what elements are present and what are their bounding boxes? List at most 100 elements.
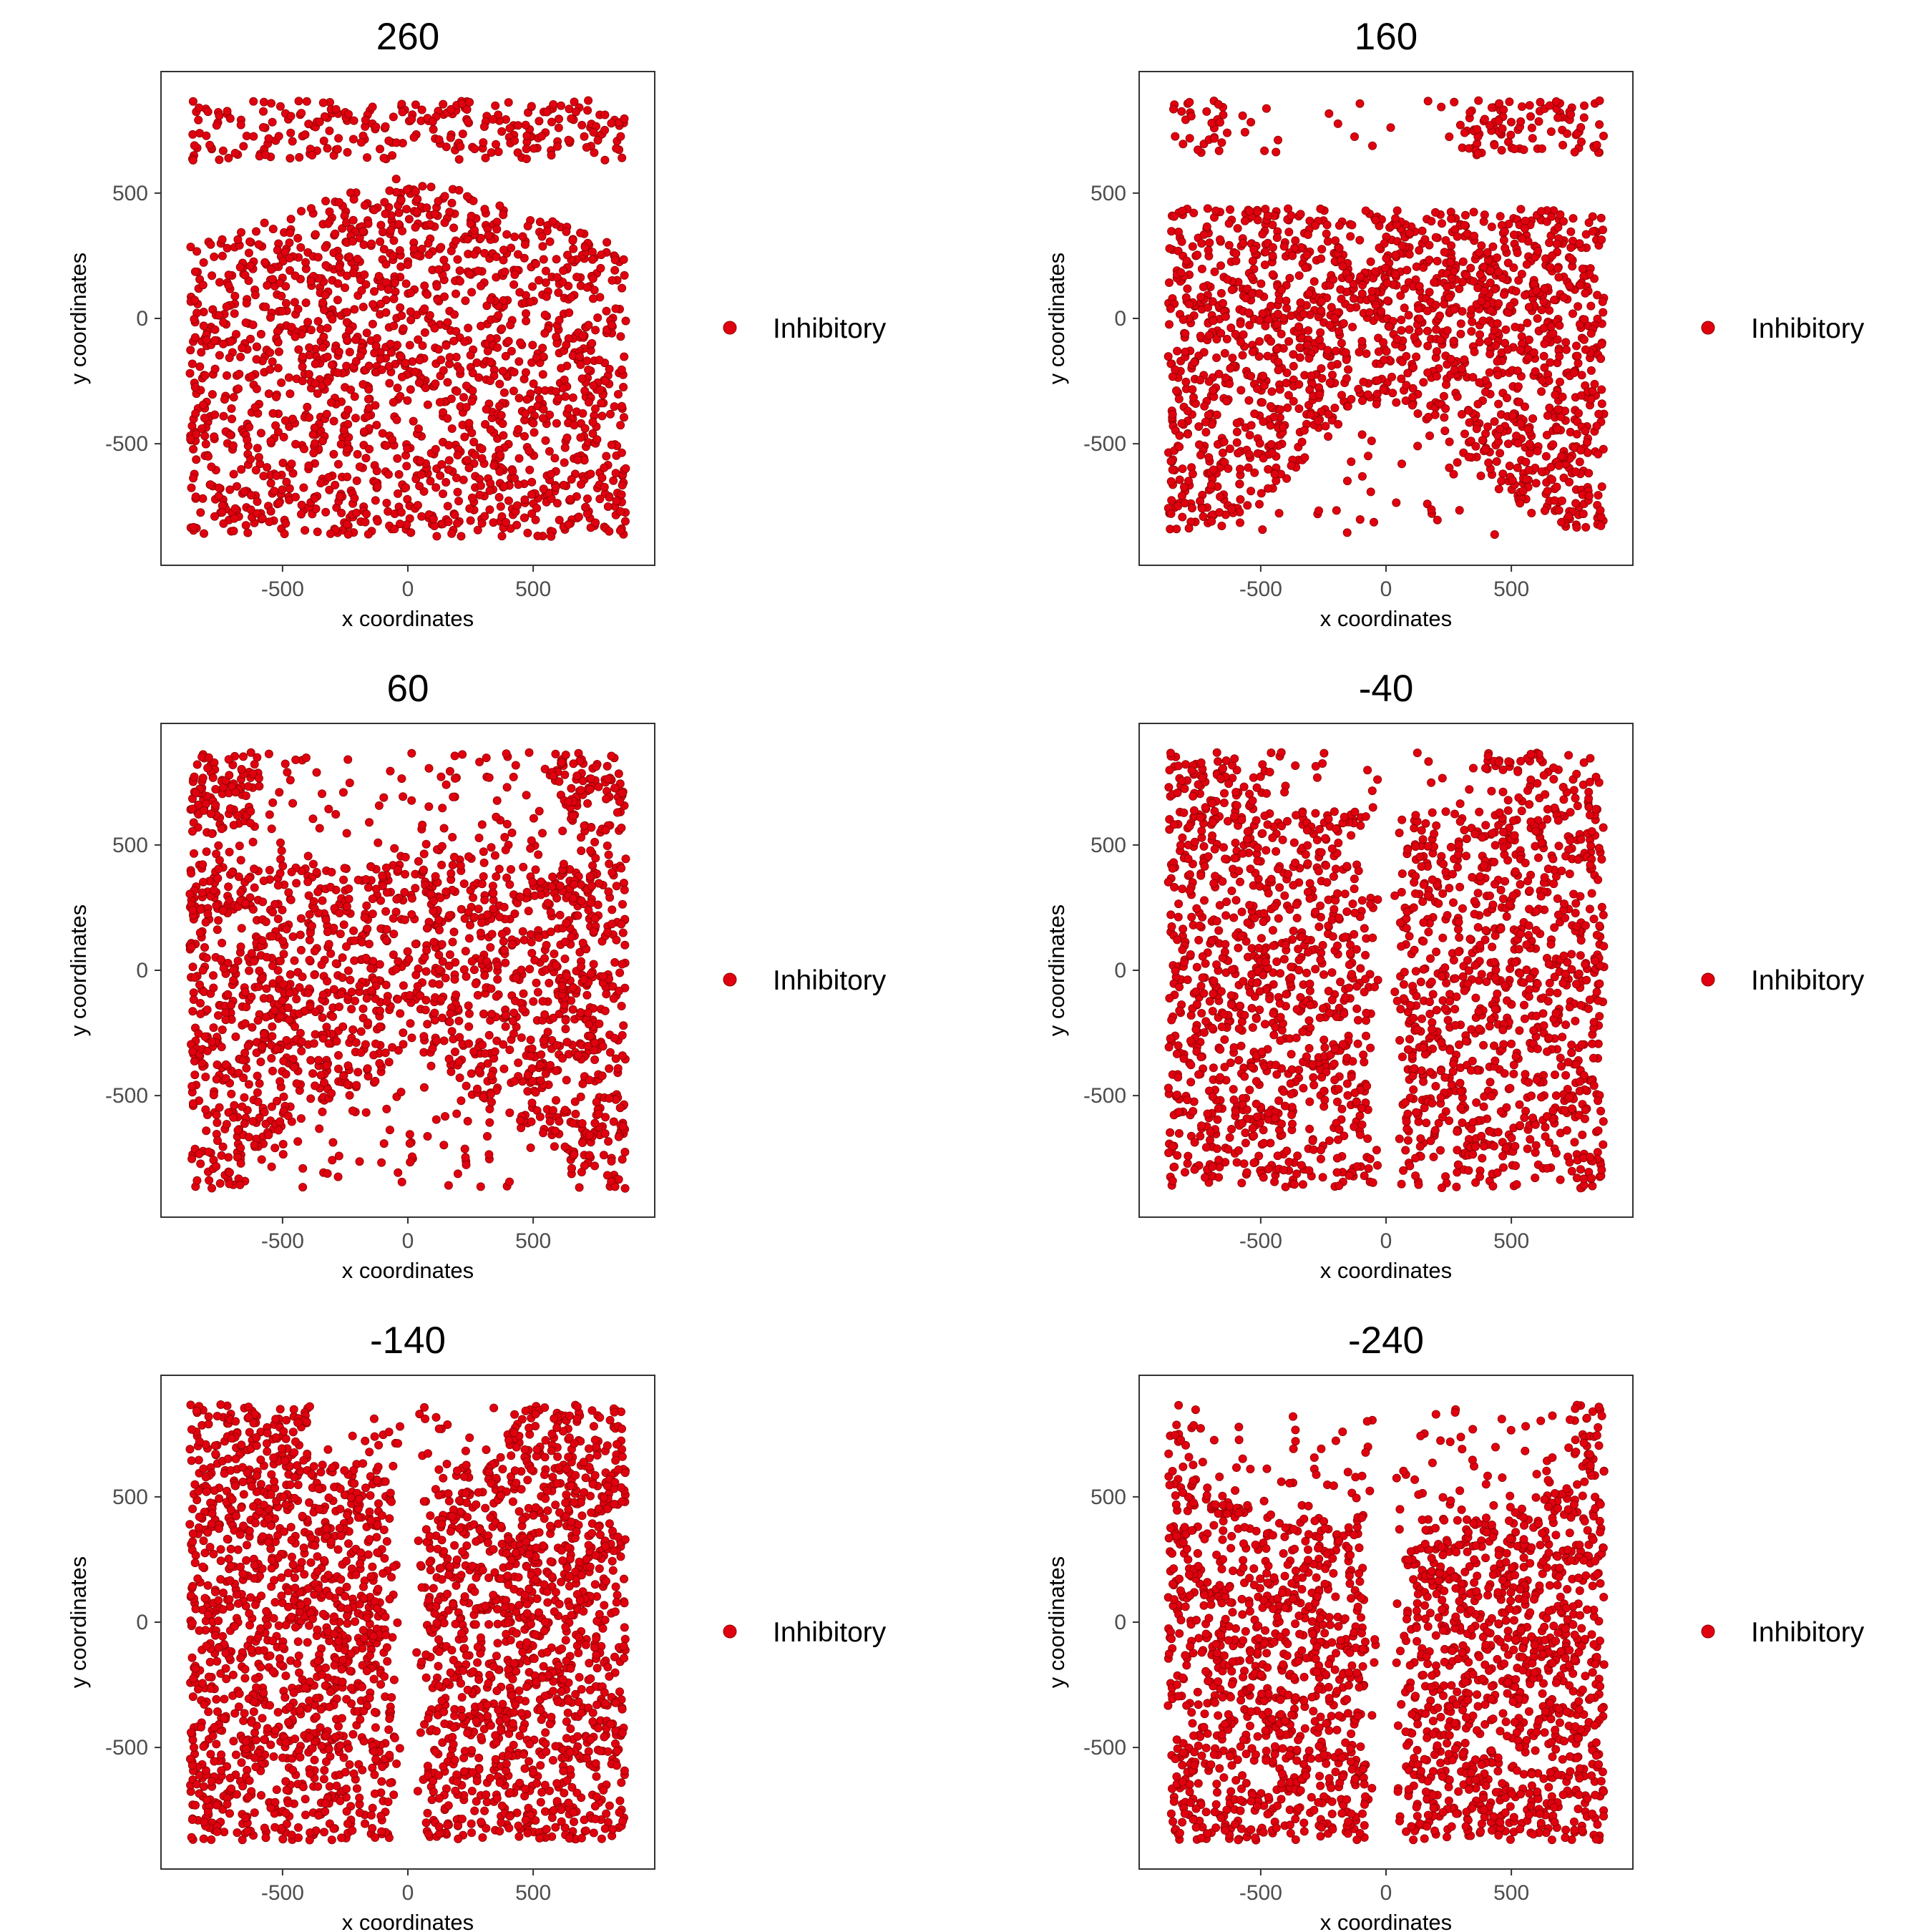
data-point: [1453, 392, 1462, 401]
data-point: [1442, 380, 1451, 389]
data-point: [1243, 501, 1252, 510]
data-point: [548, 217, 557, 226]
data-point: [1513, 439, 1523, 448]
data-point: [246, 454, 255, 464]
data-point: [552, 419, 561, 428]
data-point: [1499, 235, 1508, 245]
data-point: [535, 218, 545, 227]
data-point: [609, 476, 618, 485]
data-point: [189, 474, 198, 483]
data-point: [1248, 347, 1257, 356]
data-point: [514, 454, 524, 463]
data-point: [266, 436, 275, 446]
data-point: [1288, 251, 1297, 260]
x-tick-label: 0: [402, 577, 414, 601]
data-point: [582, 990, 592, 1000]
data-point: [1344, 365, 1353, 374]
data-point: [487, 843, 496, 852]
data-point: [1231, 249, 1241, 258]
data-point: [1272, 147, 1281, 157]
data-point: [469, 250, 479, 259]
data-point: [467, 493, 477, 502]
data-point: [1341, 348, 1350, 357]
data-point: [1342, 355, 1351, 364]
data-point: [1493, 267, 1503, 276]
data-point: [413, 195, 422, 204]
data-point: [345, 779, 354, 788]
data-point: [1347, 394, 1356, 404]
data-point: [230, 504, 240, 513]
data-point: [416, 470, 426, 479]
data-point: [591, 854, 600, 863]
data-point: [190, 333, 200, 342]
data-point: [195, 980, 204, 990]
data-point: [1371, 267, 1380, 276]
data-point: [1574, 358, 1583, 368]
data-point: [552, 332, 561, 341]
data-point: [1304, 326, 1313, 335]
data-point: [399, 324, 408, 333]
data-point: [1306, 410, 1315, 419]
data-point: [434, 265, 444, 274]
y-tick-label: 500: [112, 182, 148, 205]
data-point: [1227, 504, 1236, 514]
data-point: [1516, 205, 1526, 214]
data-point: [1216, 235, 1225, 244]
data-point: [1392, 398, 1401, 407]
data-point: [263, 280, 272, 290]
data-points: [185, 96, 630, 541]
data-point: [1388, 389, 1397, 398]
data-point: [587, 338, 597, 348]
data-point: [404, 955, 414, 964]
data-point: [1207, 517, 1216, 526]
data-point: [1190, 358, 1199, 367]
data-point: [617, 824, 626, 833]
data-point: [551, 482, 560, 492]
data-point: [1207, 118, 1216, 127]
data-point: [1433, 256, 1442, 265]
data-point: [1337, 391, 1347, 400]
data-point: [569, 244, 578, 253]
data-point: [268, 409, 278, 418]
data-point: [239, 142, 248, 151]
data-point: [325, 207, 334, 216]
data-point: [480, 895, 489, 904]
data-point: [522, 309, 531, 318]
data-point: [312, 868, 321, 877]
data-point: [1268, 220, 1277, 230]
data-point: [1357, 430, 1367, 439]
data-point: [339, 426, 348, 435]
data-point: [1216, 328, 1226, 338]
data-point: [413, 982, 422, 991]
data-point: [1537, 144, 1546, 153]
data-point: [1264, 484, 1273, 493]
data-point: [456, 861, 465, 870]
data-point: [211, 785, 220, 794]
data-point: [1525, 101, 1534, 110]
data-point: [229, 965, 238, 975]
data-point: [1450, 225, 1460, 234]
data-point: [403, 444, 412, 453]
data-point: [205, 480, 215, 489]
data-point: [1181, 347, 1190, 356]
data-point: [368, 102, 377, 112]
data-point: [217, 1151, 226, 1160]
data-point: [485, 1118, 494, 1127]
data-point: [1519, 145, 1528, 155]
data-point: [214, 916, 223, 925]
data-point: [1432, 371, 1441, 381]
data-point: [1423, 368, 1433, 377]
data-point: [576, 1092, 585, 1101]
data-point: [1210, 267, 1219, 276]
data-point: [420, 304, 429, 313]
data-point: [346, 385, 356, 394]
data-point: [297, 500, 306, 509]
data-point: [1596, 213, 1606, 223]
data-point: [455, 277, 464, 286]
data-point: [331, 104, 341, 114]
data-point: [1211, 206, 1221, 215]
data-point: [557, 101, 566, 110]
data-point: [404, 215, 414, 224]
data-point: [244, 248, 253, 258]
data-point: [477, 444, 487, 454]
